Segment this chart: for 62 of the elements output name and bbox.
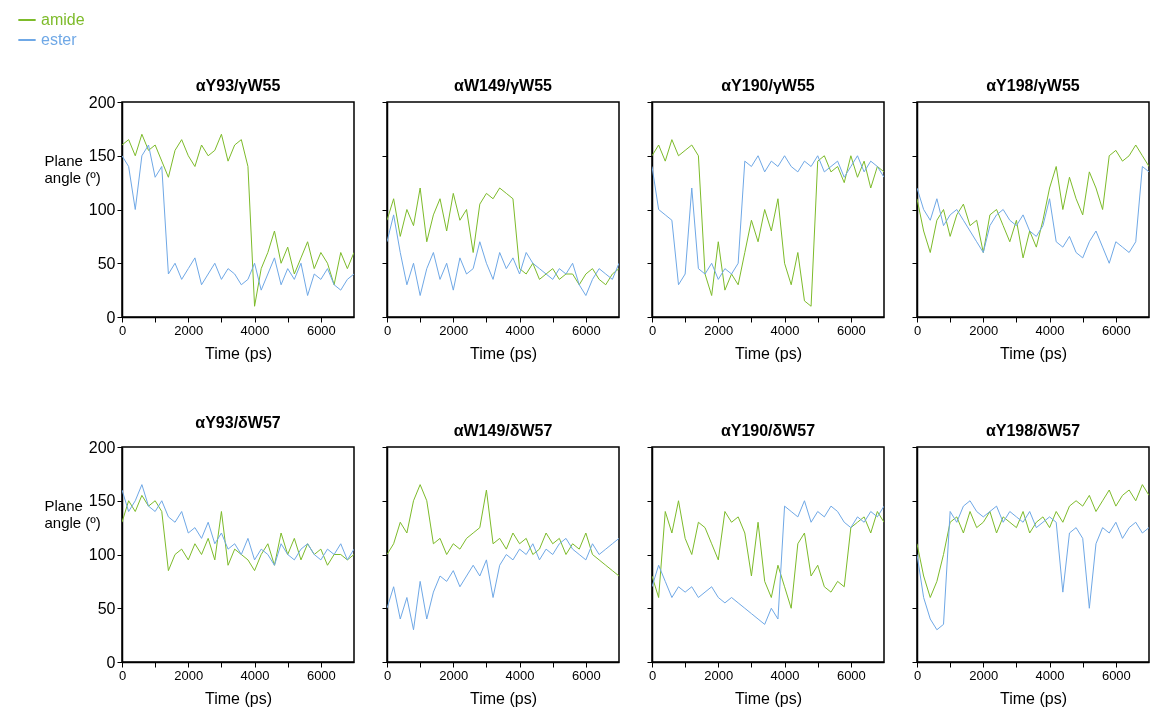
x-tick-label: 2000 bbox=[174, 322, 204, 338]
x-tick-label: 4000 bbox=[1035, 322, 1065, 338]
x-axis-title: Time (ps) bbox=[205, 689, 272, 707]
chart-title: αY190/δW57 bbox=[720, 421, 816, 439]
x-tick-label: 0 bbox=[648, 322, 657, 338]
x-tick-label: 4000 bbox=[1035, 667, 1065, 683]
y-tick-label: 0 bbox=[106, 653, 116, 671]
x-tick-label: 2000 bbox=[174, 667, 204, 683]
x-axis-title: Time (ps) bbox=[735, 689, 802, 707]
x-tick-label: 0 bbox=[648, 667, 657, 683]
y-tick-label: 200 bbox=[88, 93, 116, 111]
x-tick-label: 6000 bbox=[1101, 667, 1131, 683]
x-tick-label: 2000 bbox=[704, 322, 734, 338]
x-tick-label: 2000 bbox=[969, 667, 999, 683]
x-axis-title: Time (ps) bbox=[1000, 344, 1067, 362]
chart-title: αW149/δW57 bbox=[453, 421, 553, 439]
line-series bbox=[122, 494, 354, 572]
y-tick-label: 50 bbox=[97, 599, 116, 617]
x-tick-label: 4000 bbox=[770, 322, 800, 338]
chart-title: αY198/δW57 bbox=[985, 421, 1081, 439]
x-tick-label: 6000 bbox=[836, 322, 866, 338]
y-tick-label: 100 bbox=[88, 201, 116, 218]
x-axis-title: Time (ps) bbox=[205, 344, 272, 362]
y-tick-label: 200 bbox=[88, 438, 116, 456]
x-tick-label: 0 bbox=[118, 322, 127, 338]
x-axis-title: Time (ps) bbox=[470, 344, 537, 362]
x-tick-label: 6000 bbox=[1101, 322, 1131, 338]
x-tick-label: 2000 bbox=[704, 667, 734, 683]
chart-title: αW149/γW55 bbox=[454, 76, 553, 94]
x-tick-label: 4000 bbox=[505, 322, 535, 338]
x-tick-label: 6000 bbox=[306, 667, 336, 683]
x-axis-title: Time (ps) bbox=[470, 689, 537, 707]
legend-label: ester bbox=[41, 31, 78, 48]
x-axis-title: Time (ps) bbox=[735, 344, 802, 362]
x-tick-label: 2000 bbox=[969, 322, 999, 338]
x-tick-label: 4000 bbox=[240, 322, 270, 338]
x-tick-label: 4000 bbox=[240, 667, 270, 683]
x-tick-label: 2000 bbox=[439, 322, 469, 338]
x-tick-label: 0 bbox=[913, 322, 922, 338]
y-tick-label: 150 bbox=[88, 147, 116, 165]
chart-title: αY198/γW55 bbox=[986, 76, 1080, 94]
x-tick-label: 6000 bbox=[571, 667, 601, 683]
x-tick-label: 4000 bbox=[770, 667, 800, 683]
x-tick-label: 0 bbox=[383, 667, 392, 683]
x-tick-label: 6000 bbox=[836, 667, 866, 683]
y-tick-label: 0 bbox=[106, 308, 116, 326]
y-tick-label: 50 bbox=[97, 254, 116, 272]
y-tick-label: 100 bbox=[88, 546, 116, 563]
x-tick-label: 4000 bbox=[505, 667, 535, 683]
x-tick-label: 6000 bbox=[571, 322, 601, 338]
chart-title: αY190/γW55 bbox=[721, 76, 815, 94]
line-series bbox=[122, 484, 354, 566]
x-axis-title: Time (ps) bbox=[1000, 689, 1067, 707]
x-tick-label: 0 bbox=[118, 667, 127, 683]
x-tick-label: 6000 bbox=[306, 322, 336, 338]
chart-title: αY93/γW55 bbox=[195, 77, 281, 94]
x-tick-label: 0 bbox=[913, 667, 922, 683]
chart-title: αY93/δW57 bbox=[195, 414, 281, 431]
legend-label: amide bbox=[41, 11, 85, 28]
x-tick-label: 2000 bbox=[439, 667, 469, 683]
y-tick-label: 150 bbox=[88, 492, 116, 510]
x-tick-label: 0 bbox=[383, 322, 392, 338]
